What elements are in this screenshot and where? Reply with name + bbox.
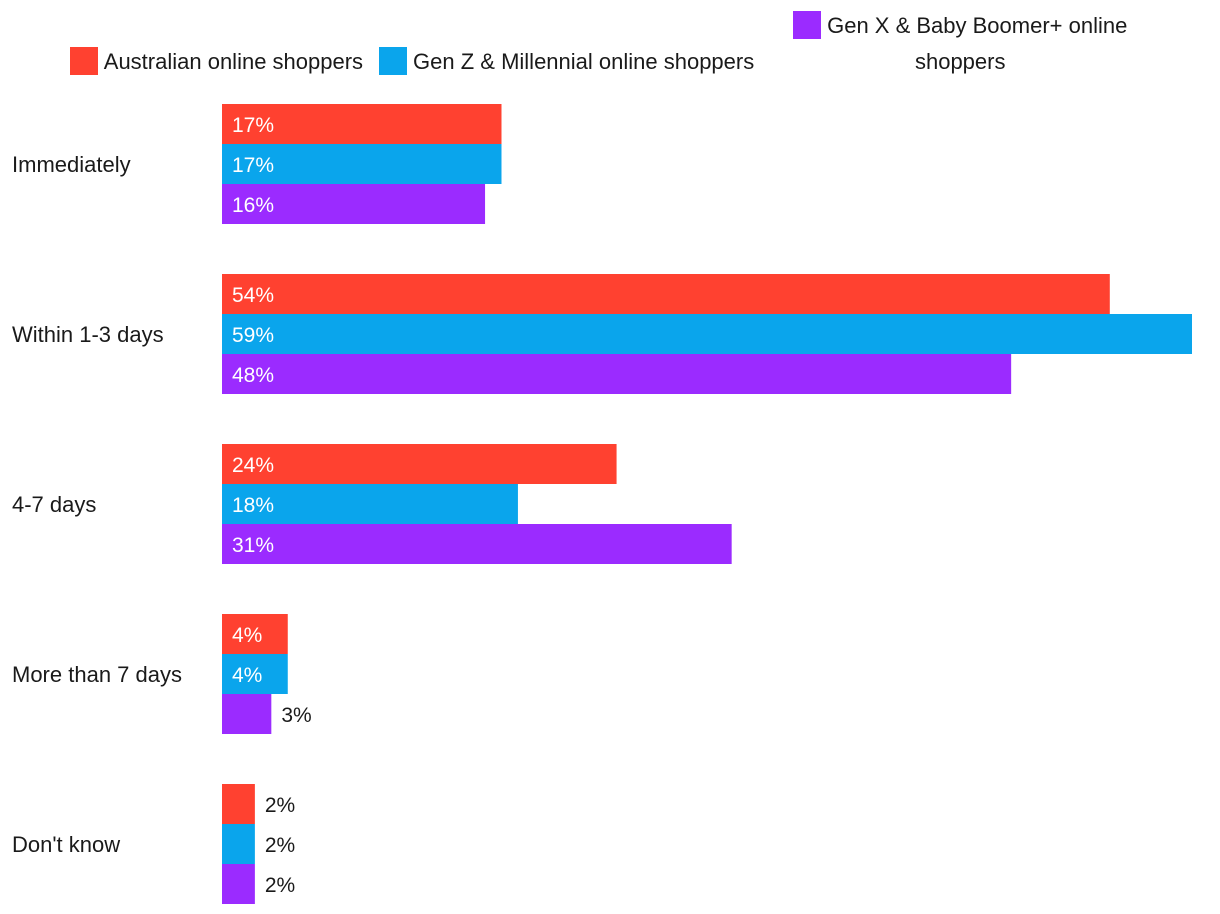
legend: Australian online shoppers Gen Z & Millen… [0,8,1220,80]
bar [222,614,288,654]
data-label: 2% [265,794,295,817]
legend-label: Australian online shoppers [103,49,364,74]
data-label: 18% [232,494,274,517]
bar [222,444,617,484]
legend-label: Gen Z & Millennial online shoppers [413,49,755,74]
data-label: 31% [232,534,274,557]
legend-item: Gen Z & Millennial online shoppers [379,44,754,80]
data-label: 59% [232,324,274,347]
bar [222,104,502,144]
data-label: 3% [281,704,311,727]
bar [222,524,732,564]
legend-swatch [69,47,98,75]
bar [222,484,518,524]
legend-swatch [793,11,822,39]
bar [222,184,486,224]
category-label: Don't know [12,832,120,857]
bar [222,694,272,734]
data-label: 4% [232,624,262,647]
data-label: 48% [232,364,274,387]
data-label: 2% [265,874,295,897]
bar [222,144,502,184]
legend-item: Australian online shoppers [69,44,364,80]
data-label: 2% [265,834,295,857]
bar [222,354,1012,394]
bar [222,784,255,824]
data-label: 4% [232,664,262,687]
category-label: Within 1-3 days [12,322,164,347]
data-label: 54% [232,284,274,307]
bar [222,274,1110,314]
bar [222,824,255,864]
category-label: Immediately [12,152,131,177]
legend-swatch [379,47,408,75]
data-label: 17% [232,154,274,177]
category-label: 4-7 days [12,492,96,517]
data-label: 24% [232,454,274,477]
legend-label: Gen X & Baby Boomer+ online shoppers [827,13,1128,74]
data-label: 16% [232,194,274,217]
data-label: 17% [232,114,274,137]
bar [222,864,255,904]
category-label: More than 7 days [12,662,182,687]
bar [222,654,288,694]
bar [222,314,1192,354]
legend-item: Gen X & Baby Boomer+ online shoppers [770,8,1150,80]
